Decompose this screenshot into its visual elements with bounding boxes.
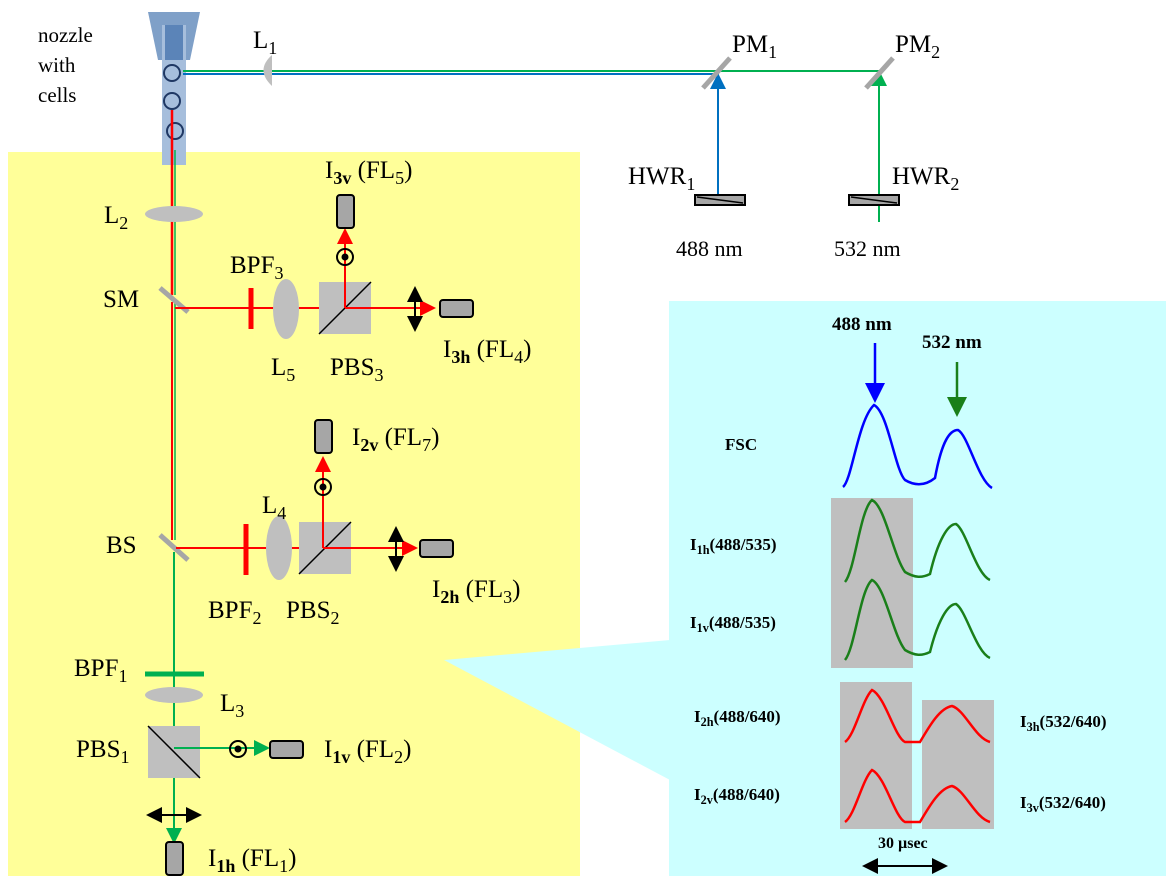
nozzle-label-1: nozzle	[38, 23, 93, 47]
label-i3v: I3v (FL5)	[325, 157, 412, 188]
label-i1h-signal: I1h(488/535)	[690, 535, 777, 557]
label-timescale: 30 µsec	[878, 835, 928, 852]
mirror-pm1	[701, 56, 732, 90]
label-peak-532: 532 nm	[922, 332, 982, 353]
label-hwr1: HWR1	[628, 163, 695, 194]
polarization-dot-2v	[314, 478, 332, 496]
label-bs: BS	[106, 532, 137, 559]
nozzle-label-2: with	[38, 53, 76, 77]
label-i1v: I1v (FL2)	[324, 736, 411, 767]
label-pbs3: PBS3	[330, 354, 383, 385]
trace-i1h	[843, 498, 991, 583]
detector-i3v	[336, 194, 355, 229]
polarization-dot-3v	[336, 248, 354, 266]
label-i3h-signal: I3h(532/640)	[1020, 712, 1107, 734]
waveplate-hwr2	[848, 194, 900, 206]
callout-pointer	[444, 640, 670, 780]
label-pm1: PM1	[732, 31, 777, 62]
detector-i2v	[314, 419, 333, 454]
label-i3v-signal: I3v(532/640)	[1020, 793, 1106, 815]
waveplate-hwr1	[694, 194, 746, 206]
gray-window-2	[840, 682, 912, 829]
detector-i1h	[165, 841, 184, 876]
label-pbs2: PBS2	[286, 597, 339, 628]
label-bpf2: BPF2	[208, 597, 261, 628]
label-pbs1: PBS1	[76, 736, 129, 767]
trace-i2h	[844, 688, 991, 744]
lens-l1	[263, 55, 272, 86]
label-l2: L2	[104, 202, 128, 233]
detector-i2h	[419, 539, 454, 558]
label-sm: SM	[103, 286, 139, 313]
label-i2h-signal: I2h(488/640)	[694, 707, 781, 729]
label-hwr2: HWR2	[892, 163, 959, 194]
label-bpf3: BPF3	[230, 252, 283, 283]
detector-i1v	[269, 740, 304, 759]
label-i1v-signal: I1v(488/535)	[690, 613, 776, 635]
trace-fsc	[842, 403, 993, 490]
label-i1h: I1h (FL1)	[208, 845, 296, 876]
lens-l4	[266, 516, 292, 580]
trace-i1v	[843, 578, 991, 661]
yellow-panel	[8, 152, 580, 876]
gray-window-3	[922, 700, 994, 829]
label-i2h: I2h (FL3)	[432, 576, 520, 607]
label-pm2: PM2	[895, 31, 940, 62]
label-i3h: I3h (FL4)	[443, 336, 531, 367]
nozzle-label-3: cells	[38, 83, 76, 107]
label-488nm-laser: 488 nm	[676, 236, 743, 261]
label-532nm-laser: 532 nm	[834, 236, 901, 261]
label-l4: L4	[262, 492, 286, 523]
beamsplitter-bs	[158, 533, 190, 562]
lens-l3	[145, 687, 203, 703]
mirror-pm2	[864, 56, 895, 90]
label-peak-488: 488 nm	[832, 314, 892, 335]
label-i2v-signal: I2v(488/640)	[694, 785, 780, 807]
nozzle	[148, 12, 200, 165]
label-l5: L5	[271, 354, 295, 385]
label-l1: L1	[253, 27, 277, 58]
detector-i3h	[439, 299, 474, 318]
polarization-dot-1v	[229, 740, 247, 758]
cyan-panel	[669, 301, 1166, 876]
trace-i2v	[844, 768, 991, 824]
label-bpf1: BPF1	[74, 655, 127, 686]
label-i2v: I2v (FL7)	[352, 424, 439, 455]
label-fsc: FSC	[725, 435, 757, 454]
pbs1-cube	[147, 725, 201, 779]
lens-l2	[145, 206, 203, 222]
label-l3: L3	[220, 690, 244, 721]
lens-l5	[273, 279, 299, 339]
